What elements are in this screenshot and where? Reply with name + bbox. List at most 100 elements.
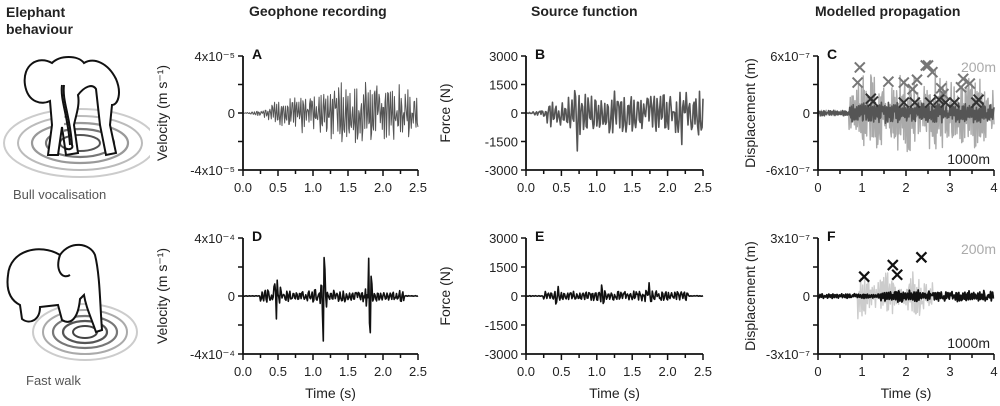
x-axis-label: Time (s) xyxy=(881,385,932,401)
x-tick-label: 1.5 xyxy=(339,180,357,195)
data-trace xyxy=(242,256,419,342)
x-tick-label: 0.0 xyxy=(517,364,535,379)
panel-letter: A xyxy=(252,46,262,62)
x-marker-icon xyxy=(867,95,879,108)
y-tick-label: 4x10⁻⁵ xyxy=(195,49,235,64)
x-tick-label: 0.0 xyxy=(234,364,252,379)
x-tick-label: 2 xyxy=(902,364,909,379)
behaviour-label-fast-walk: Fast walk xyxy=(26,373,81,388)
x-axis-label: Time (s) xyxy=(589,385,640,401)
x-marker-icon xyxy=(898,76,910,89)
data-trace xyxy=(525,281,704,305)
x-tick-label: 1.5 xyxy=(623,364,641,379)
y-tick-label: 6x10⁻⁷ xyxy=(770,49,810,64)
x-marker-icon xyxy=(909,96,921,109)
x-marker-icon xyxy=(851,76,864,89)
x-marker-icon xyxy=(906,83,919,95)
x-tick-label: 0 xyxy=(814,180,821,195)
y-tick-label: -3000 xyxy=(485,347,518,362)
data-trace xyxy=(817,101,995,124)
x-marker-icon xyxy=(915,251,928,264)
x-tick-label: 0.0 xyxy=(517,180,535,195)
x-tick-label: 1 xyxy=(858,180,865,195)
y-tick-label: -3x10⁻⁷ xyxy=(766,347,810,362)
elephant-front-icon xyxy=(3,56,150,178)
x-marker-icon xyxy=(887,259,899,271)
series-label-200m: 200m xyxy=(961,59,996,75)
x-tick-label: 2.5 xyxy=(694,364,712,379)
behaviour-label-bull-vocalisation: Bull vocalisation xyxy=(13,187,107,202)
x-tick-label: 0.5 xyxy=(269,180,287,195)
y-tick-label: 4x10⁻⁴ xyxy=(194,231,235,246)
panel-letter: C xyxy=(827,46,837,62)
x-tick-label: 2.0 xyxy=(374,364,392,379)
y-tick-label: 0 xyxy=(803,106,810,121)
elephant-walking-icon xyxy=(6,243,138,361)
x-tick-label: 2.0 xyxy=(374,180,392,195)
x-tick-label: 2 xyxy=(902,180,909,195)
x-tick-label: 0.0 xyxy=(234,180,252,195)
x-axis-label: Time (s) xyxy=(305,385,356,401)
y-tick-label: -3000 xyxy=(485,163,518,178)
x-marker-icon xyxy=(964,77,976,90)
panel-letter: E xyxy=(535,228,544,244)
x-tick-label: 2.5 xyxy=(694,180,712,195)
series-label-1000m: 1000m xyxy=(947,335,990,351)
panel-letter: B xyxy=(535,46,545,62)
x-tick-label: 1.5 xyxy=(339,364,357,379)
title-line-2: behaviour xyxy=(6,21,73,37)
x-tick-label: 1.0 xyxy=(588,180,606,195)
data-trace xyxy=(817,289,995,304)
x-marker-icon xyxy=(948,96,961,109)
x-marker-icon xyxy=(911,74,923,86)
y-tick-label: 3x10⁻⁷ xyxy=(770,231,810,246)
x-tick-label: 4 xyxy=(990,180,997,195)
x-tick-label: 0.5 xyxy=(552,364,570,379)
x-tick-label: 1.0 xyxy=(304,364,322,379)
x-marker-icon xyxy=(891,268,903,281)
data-trace xyxy=(242,81,419,144)
x-marker-icon xyxy=(924,96,936,109)
x-tick-label: 2.5 xyxy=(409,180,427,195)
x-marker-icon xyxy=(854,61,866,74)
y-tick-label: 1500 xyxy=(489,260,518,275)
x-marker-icon xyxy=(955,81,967,94)
column-title-source: Source function xyxy=(531,3,638,19)
x-marker-icon xyxy=(933,93,945,106)
x-marker-icon xyxy=(858,270,870,283)
column-title-propagation: Modelled propagation xyxy=(815,3,961,19)
column-title-behaviour: Elephant behaviour xyxy=(6,4,73,38)
y-axis-label: Velocity (m s⁻¹) xyxy=(154,248,170,344)
x-tick-label: 3 xyxy=(946,180,953,195)
y-axis-label: Force (N) xyxy=(437,266,453,325)
y-tick-label: 3000 xyxy=(489,231,518,246)
x-tick-label: 1.5 xyxy=(623,180,641,195)
series-label-1000m: 1000m xyxy=(947,151,990,167)
x-tick-label: 1.0 xyxy=(304,180,322,195)
y-tick-label: 0 xyxy=(228,106,235,121)
y-tick-label: -6x10⁻⁷ xyxy=(766,163,810,178)
y-axis-label: Force (N) xyxy=(437,83,453,142)
x-tick-label: 0 xyxy=(814,364,821,379)
x-marker-icon xyxy=(898,96,910,109)
data-trace xyxy=(525,89,704,152)
y-axis-label: Velocity (m s⁻¹) xyxy=(154,65,170,161)
x-marker-icon xyxy=(882,75,895,88)
x-marker-icon xyxy=(972,93,985,106)
x-tick-label: 2.5 xyxy=(409,364,427,379)
y-tick-label: -4x10⁻⁴ xyxy=(190,347,235,362)
series-label-200m: 200m xyxy=(961,241,996,257)
y-tick-label: -4x10⁻⁵ xyxy=(190,163,235,178)
y-tick-label: 0 xyxy=(511,106,518,121)
column-title-geophone: Geophone recording xyxy=(249,3,387,19)
x-tick-label: 0.5 xyxy=(552,180,570,195)
x-marker-icon xyxy=(922,59,934,72)
y-axis-label: Displacement (m) xyxy=(742,58,758,168)
x-tick-label: 4 xyxy=(990,364,997,379)
y-axis-label: Displacement (m) xyxy=(742,241,758,351)
y-tick-label: 0 xyxy=(228,289,235,304)
panel-letter: F xyxy=(827,228,836,244)
